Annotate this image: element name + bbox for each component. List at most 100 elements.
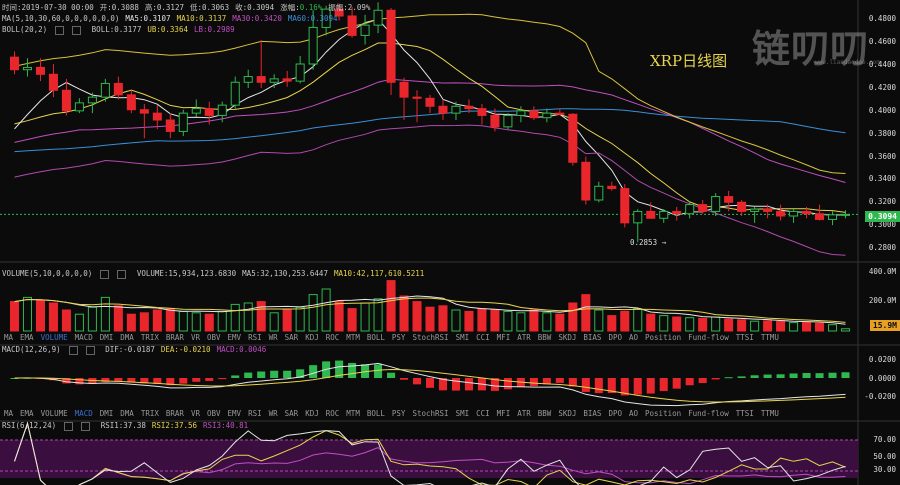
settings-icon[interactable]: [64, 421, 74, 431]
tab-roc[interactable]: ROC: [325, 333, 340, 342]
tab-macd[interactable]: MACD: [74, 333, 93, 342]
tab-dma[interactable]: DMA: [120, 333, 134, 342]
tab-ttmu[interactable]: TTMU: [760, 409, 779, 418]
tab-dmi[interactable]: DMI: [99, 333, 114, 342]
macd-histogram-bar: [698, 378, 707, 384]
macd-histogram-bar: [789, 373, 798, 378]
volume-params: VOLUME(5,10,0,0,0,0): [2, 269, 93, 278]
tab-bias[interactable]: BIAS: [583, 333, 602, 342]
candle-body: [334, 8, 344, 17]
tab-skdj[interactable]: SKDJ: [558, 409, 577, 418]
tab-ttmu[interactable]: TTMU: [760, 333, 779, 342]
tab-kdj[interactable]: KDJ: [305, 409, 319, 418]
tab-dpo[interactable]: DPO: [608, 409, 622, 418]
close-icon[interactable]: [72, 25, 82, 35]
tab-vr[interactable]: VR: [190, 409, 200, 418]
macd-histogram-bar: [296, 369, 305, 378]
candle-body: [685, 204, 695, 215]
tab-stochrsi[interactable]: StochRSI: [412, 333, 449, 342]
tab-brar[interactable]: BRAR: [165, 409, 184, 418]
tab-sar[interactable]: SAR: [284, 333, 299, 342]
candle-body: [48, 73, 58, 91]
candle-body: [74, 102, 84, 112]
amplitude-label: 振幅:2.09%: [328, 3, 371, 12]
tab-mfi[interactable]: MFI: [496, 409, 511, 418]
settings-icon[interactable]: [55, 25, 65, 35]
tab-roc[interactable]: ROC: [325, 409, 340, 418]
macd-value: MACD:0.0046: [216, 345, 267, 354]
tab-obv[interactable]: OBV: [206, 409, 221, 418]
macd-histogram-bar: [374, 364, 383, 378]
tab-dpo[interactable]: DPO: [608, 333, 622, 342]
tab-sar[interactable]: SAR: [284, 409, 299, 418]
volume-bar: [217, 310, 227, 332]
tab-mtm[interactable]: MTM: [346, 409, 360, 418]
tab-emv[interactable]: EMV: [227, 409, 242, 418]
tab-fund-flow[interactable]: Fund-flow: [688, 333, 729, 342]
tab-ema[interactable]: EMA: [20, 333, 34, 342]
close-icon[interactable]: [117, 269, 127, 279]
tab-stochrsi[interactable]: StochRSI: [412, 409, 449, 418]
tab-ema[interactable]: EMA: [20, 409, 34, 418]
tab-bbw[interactable]: BBW: [537, 333, 552, 342]
tab-obv[interactable]: OBV: [206, 333, 221, 342]
tab-wr[interactable]: WR: [268, 333, 278, 342]
tab-emv[interactable]: EMV: [227, 333, 242, 342]
tab-psy[interactable]: PSY: [391, 333, 406, 342]
tab-volume[interactable]: VOLUME: [40, 409, 68, 418]
tab-ma[interactable]: MA: [4, 409, 14, 418]
tab-kdj[interactable]: KDJ: [305, 333, 319, 342]
volume-bar: [152, 309, 162, 332]
tab-cci[interactable]: CCI: [476, 409, 490, 418]
tab-mtm[interactable]: MTM: [346, 333, 360, 342]
settings-icon[interactable]: [68, 345, 78, 355]
tab-smi[interactable]: SMI: [455, 409, 470, 418]
vol-ma5-value: MA5:32,130,253.6447: [242, 269, 328, 278]
tab-position[interactable]: Position: [645, 333, 682, 342]
volume-legend-row: VOLUME(5,10,0,0,0,0) VOLUME:15,934,123.6…: [2, 269, 430, 279]
tab-rsi[interactable]: RSI: [248, 409, 262, 418]
price-axis-label: 0.2800: [868, 243, 896, 252]
candle-body: [35, 66, 45, 75]
high-label: 高:0.3127: [144, 3, 184, 12]
tab-position[interactable]: Position: [645, 409, 682, 418]
tab-ttsi[interactable]: TTSI: [735, 333, 754, 342]
tab-boll[interactable]: BOLL: [366, 333, 385, 342]
candle-body: [529, 110, 539, 119]
tab-macd[interactable]: MACD: [74, 409, 93, 418]
tab-ma[interactable]: MA: [4, 333, 14, 342]
tab-fund-flow[interactable]: Fund-flow: [688, 409, 729, 418]
volume-bar: [373, 298, 383, 332]
volume-bar: [282, 309, 292, 332]
macd-histogram-bar: [685, 378, 694, 386]
volume-ma5-line: [14, 295, 846, 325]
tab-mfi[interactable]: MFI: [496, 333, 511, 342]
tab-ao[interactable]: AO: [628, 409, 639, 418]
tab-vr[interactable]: VR: [190, 333, 200, 342]
close-icon[interactable]: [81, 421, 91, 431]
volume-bar: [555, 313, 565, 332]
tab-cci[interactable]: CCI: [476, 333, 490, 342]
close-icon[interactable]: [85, 345, 95, 355]
tab-trix[interactable]: TRIX: [140, 409, 159, 418]
tab-brar[interactable]: BRAR: [165, 333, 184, 342]
tab-rsi[interactable]: RSI: [248, 333, 262, 342]
tab-volume[interactable]: VOLUME: [40, 333, 68, 342]
watermark-logo: 链叨叨: [752, 27, 870, 71]
settings-icon[interactable]: [100, 269, 110, 279]
tab-smi[interactable]: SMI: [455, 333, 470, 342]
tab-psy[interactable]: PSY: [391, 409, 406, 418]
tab-bbw[interactable]: BBW: [537, 409, 552, 418]
tab-boll[interactable]: BOLL: [366, 409, 385, 418]
tab-atr[interactable]: ATR: [517, 333, 531, 342]
tab-trix[interactable]: TRIX: [140, 333, 159, 342]
tab-ttsi[interactable]: TTSI: [735, 409, 754, 418]
tab-wr[interactable]: WR: [268, 409, 278, 418]
tab-ao[interactable]: AO: [628, 333, 639, 342]
tab-bias[interactable]: BIAS: [583, 409, 602, 418]
macd-histogram-bar: [309, 365, 318, 378]
tab-atr[interactable]: ATR: [517, 409, 531, 418]
tab-dmi[interactable]: DMI: [99, 409, 114, 418]
tab-skdj[interactable]: SKDJ: [558, 333, 577, 342]
tab-dma[interactable]: DMA: [120, 409, 134, 418]
